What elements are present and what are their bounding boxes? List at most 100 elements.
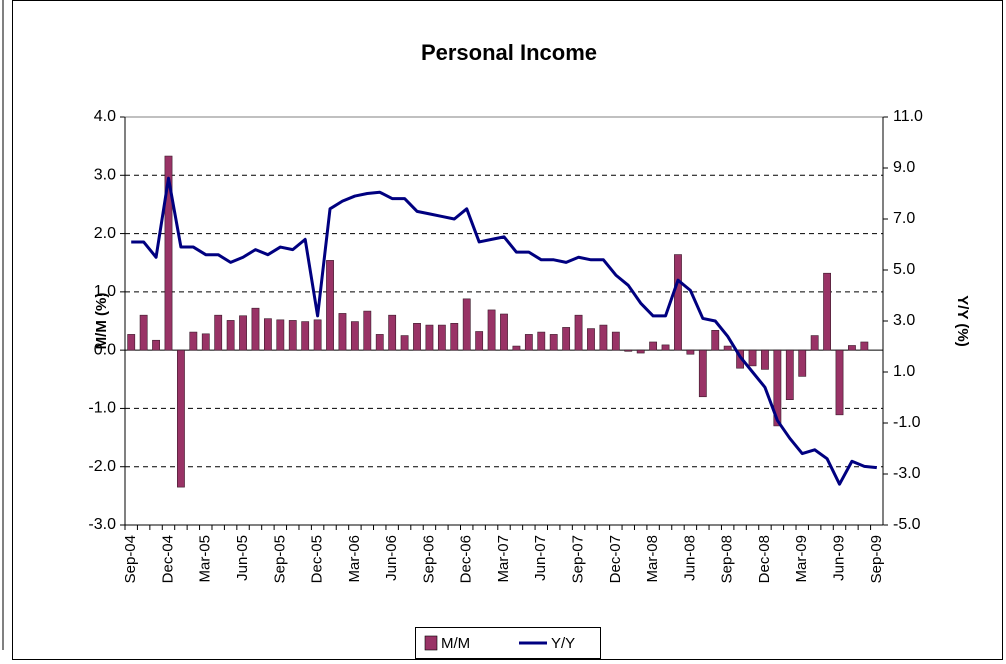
bar xyxy=(388,314,397,351)
y2-tick-label: -1.0 xyxy=(893,414,921,431)
bar xyxy=(450,323,459,351)
bar xyxy=(748,349,757,367)
bar xyxy=(152,339,160,351)
x-tick-label: Sep-04 xyxy=(122,535,139,583)
bar xyxy=(649,341,658,351)
y-axis-label: M/M (%) xyxy=(93,293,110,350)
bar xyxy=(201,333,210,351)
y2-tick-label: 7.0 xyxy=(893,210,915,227)
bar xyxy=(462,298,471,351)
x-tick-label: Sep-05 xyxy=(271,535,288,583)
y2-tick-label: 5.0 xyxy=(893,261,915,278)
bar xyxy=(537,331,546,351)
legend-label: Y/Y xyxy=(551,635,575,652)
bar xyxy=(810,335,819,351)
y-tick-label: 4.0 xyxy=(94,108,116,125)
x-tick-label: Mar-08 xyxy=(644,535,661,583)
x-tick-label: Dec-04 xyxy=(159,535,176,583)
bar xyxy=(512,345,521,351)
bar xyxy=(549,334,558,351)
x-tick-label: Jun-05 xyxy=(234,535,251,581)
x-tick-label: Mar-09 xyxy=(793,535,810,583)
bar xyxy=(177,349,185,488)
y-tick-label: 0.0 xyxy=(94,341,116,358)
x-tick-label: Jun-06 xyxy=(383,535,400,581)
bar xyxy=(214,314,223,351)
bar xyxy=(276,319,285,351)
chart-title: Personal Income xyxy=(421,40,597,65)
x-tick-label: Dec-06 xyxy=(458,535,475,583)
legend-swatch xyxy=(424,635,438,651)
x-tick-label: Dec-08 xyxy=(756,535,773,583)
bar xyxy=(823,272,831,351)
bar xyxy=(848,345,856,351)
bar xyxy=(400,335,409,351)
bar xyxy=(500,313,508,351)
bar xyxy=(313,319,322,351)
bar xyxy=(524,334,533,351)
x-tick-label: Mar-05 xyxy=(197,535,214,583)
bar xyxy=(239,315,247,351)
y-tick-label: 2.0 xyxy=(94,225,116,242)
bar xyxy=(301,321,310,351)
x-tick-label: Dec-05 xyxy=(309,535,326,583)
bar xyxy=(363,310,372,351)
bar xyxy=(437,324,446,351)
bar xyxy=(350,321,359,351)
bar xyxy=(711,330,720,351)
bar xyxy=(636,349,645,354)
y-tick-label: 1.0 xyxy=(94,283,116,300)
y2-tick-label: -5.0 xyxy=(893,516,921,533)
x-tick-label: Mar-06 xyxy=(346,535,363,583)
x-tick-label: Mar-07 xyxy=(495,535,512,583)
x-tick-label: Jun-07 xyxy=(532,535,549,581)
y2-tick-label: 11.0 xyxy=(893,108,923,125)
x-tick-label: Sep-06 xyxy=(420,535,437,583)
y2-tick-label: 1.0 xyxy=(893,363,915,380)
x-tick-label: Jun-08 xyxy=(681,535,698,581)
bar xyxy=(127,334,136,351)
y-tick-label: -3.0 xyxy=(88,516,116,533)
legend-box xyxy=(415,627,601,659)
bar xyxy=(263,318,272,351)
x-tick-label: Sep-07 xyxy=(570,535,587,583)
bar xyxy=(624,349,633,352)
bar xyxy=(189,331,198,351)
x-tick-label: Sep-09 xyxy=(868,535,885,583)
bar xyxy=(599,324,608,351)
bar xyxy=(860,341,869,351)
bar xyxy=(773,349,782,427)
bar xyxy=(139,314,148,351)
bar xyxy=(375,334,384,351)
bar xyxy=(164,155,173,351)
bar xyxy=(562,327,571,351)
bar xyxy=(761,349,769,370)
bar xyxy=(251,307,260,351)
bar xyxy=(587,328,595,351)
y2-axis-label: Y/Y (%) xyxy=(954,295,971,346)
bar xyxy=(686,349,695,355)
y-tick-label: -1.0 xyxy=(88,400,116,417)
y2-tick-label: 3.0 xyxy=(893,312,915,329)
legend-label: M/M xyxy=(441,635,470,652)
y-tick-label: 3.0 xyxy=(94,167,116,184)
bar xyxy=(698,349,707,398)
bar xyxy=(611,331,620,351)
bar xyxy=(574,314,583,351)
bar xyxy=(487,309,496,351)
bar xyxy=(785,349,794,400)
bar xyxy=(413,323,421,351)
bar xyxy=(338,313,347,351)
bar xyxy=(723,345,732,351)
bar xyxy=(226,320,235,351)
bar xyxy=(288,320,297,351)
y2-tick-label: 9.0 xyxy=(893,159,915,176)
y-tick-label: -2.0 xyxy=(88,458,116,475)
x-tick-label: Sep-08 xyxy=(719,535,736,583)
bar xyxy=(661,344,670,351)
line-series xyxy=(131,176,877,486)
bar xyxy=(674,254,682,351)
bar xyxy=(326,260,334,351)
bar xyxy=(835,349,844,416)
